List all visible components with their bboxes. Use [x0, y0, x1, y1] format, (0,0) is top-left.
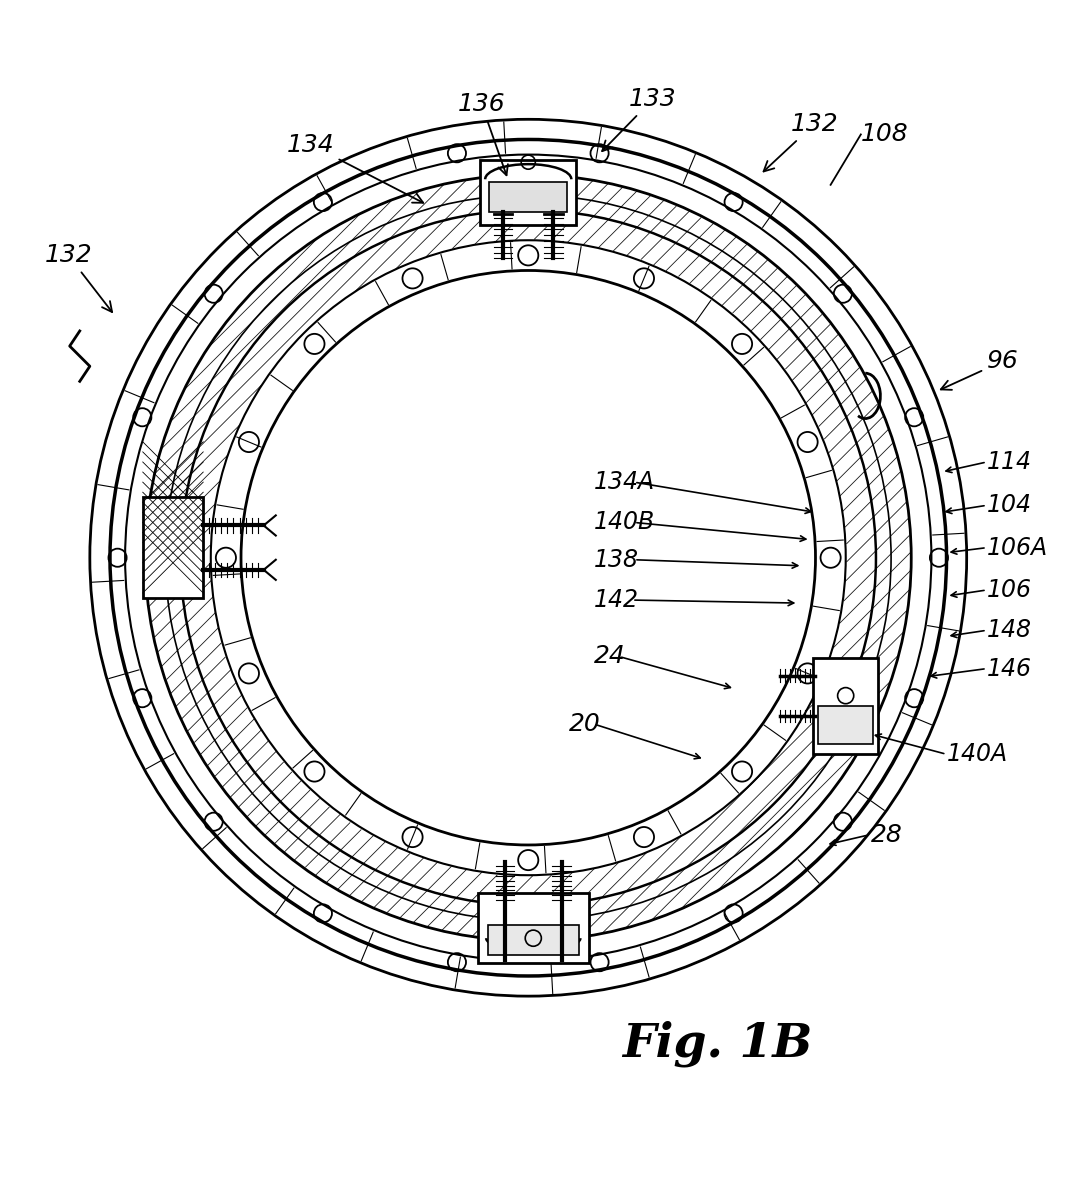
- Text: 146: 146: [987, 657, 1032, 681]
- Text: 28: 28: [871, 823, 903, 847]
- Text: 106A: 106A: [987, 536, 1048, 560]
- FancyBboxPatch shape: [481, 160, 576, 225]
- Text: 133: 133: [602, 87, 677, 151]
- Text: 140B: 140B: [594, 510, 655, 535]
- Text: 134: 134: [287, 133, 423, 203]
- Text: 20: 20: [568, 712, 600, 737]
- Text: Fig. 1B: Fig. 1B: [621, 1020, 812, 1067]
- Text: 142: 142: [594, 588, 639, 612]
- Bar: [488, 925, 579, 956]
- Bar: [818, 706, 873, 744]
- Text: 132: 132: [45, 243, 112, 312]
- Text: 140A: 140A: [947, 742, 1007, 766]
- Text: 24: 24: [594, 644, 626, 669]
- Bar: [489, 181, 567, 212]
- Text: 136: 136: [457, 93, 507, 176]
- Text: 114: 114: [987, 449, 1032, 474]
- Text: 108: 108: [861, 122, 908, 146]
- Text: 106: 106: [987, 578, 1032, 602]
- Bar: [143, 497, 204, 598]
- Bar: [813, 658, 878, 753]
- Text: 148: 148: [987, 618, 1032, 643]
- Bar: [478, 893, 588, 963]
- Text: 138: 138: [594, 548, 639, 572]
- Text: 132: 132: [763, 113, 838, 172]
- Text: 134A: 134A: [594, 470, 655, 495]
- Text: 104: 104: [987, 493, 1032, 517]
- Text: 96: 96: [941, 349, 1019, 390]
